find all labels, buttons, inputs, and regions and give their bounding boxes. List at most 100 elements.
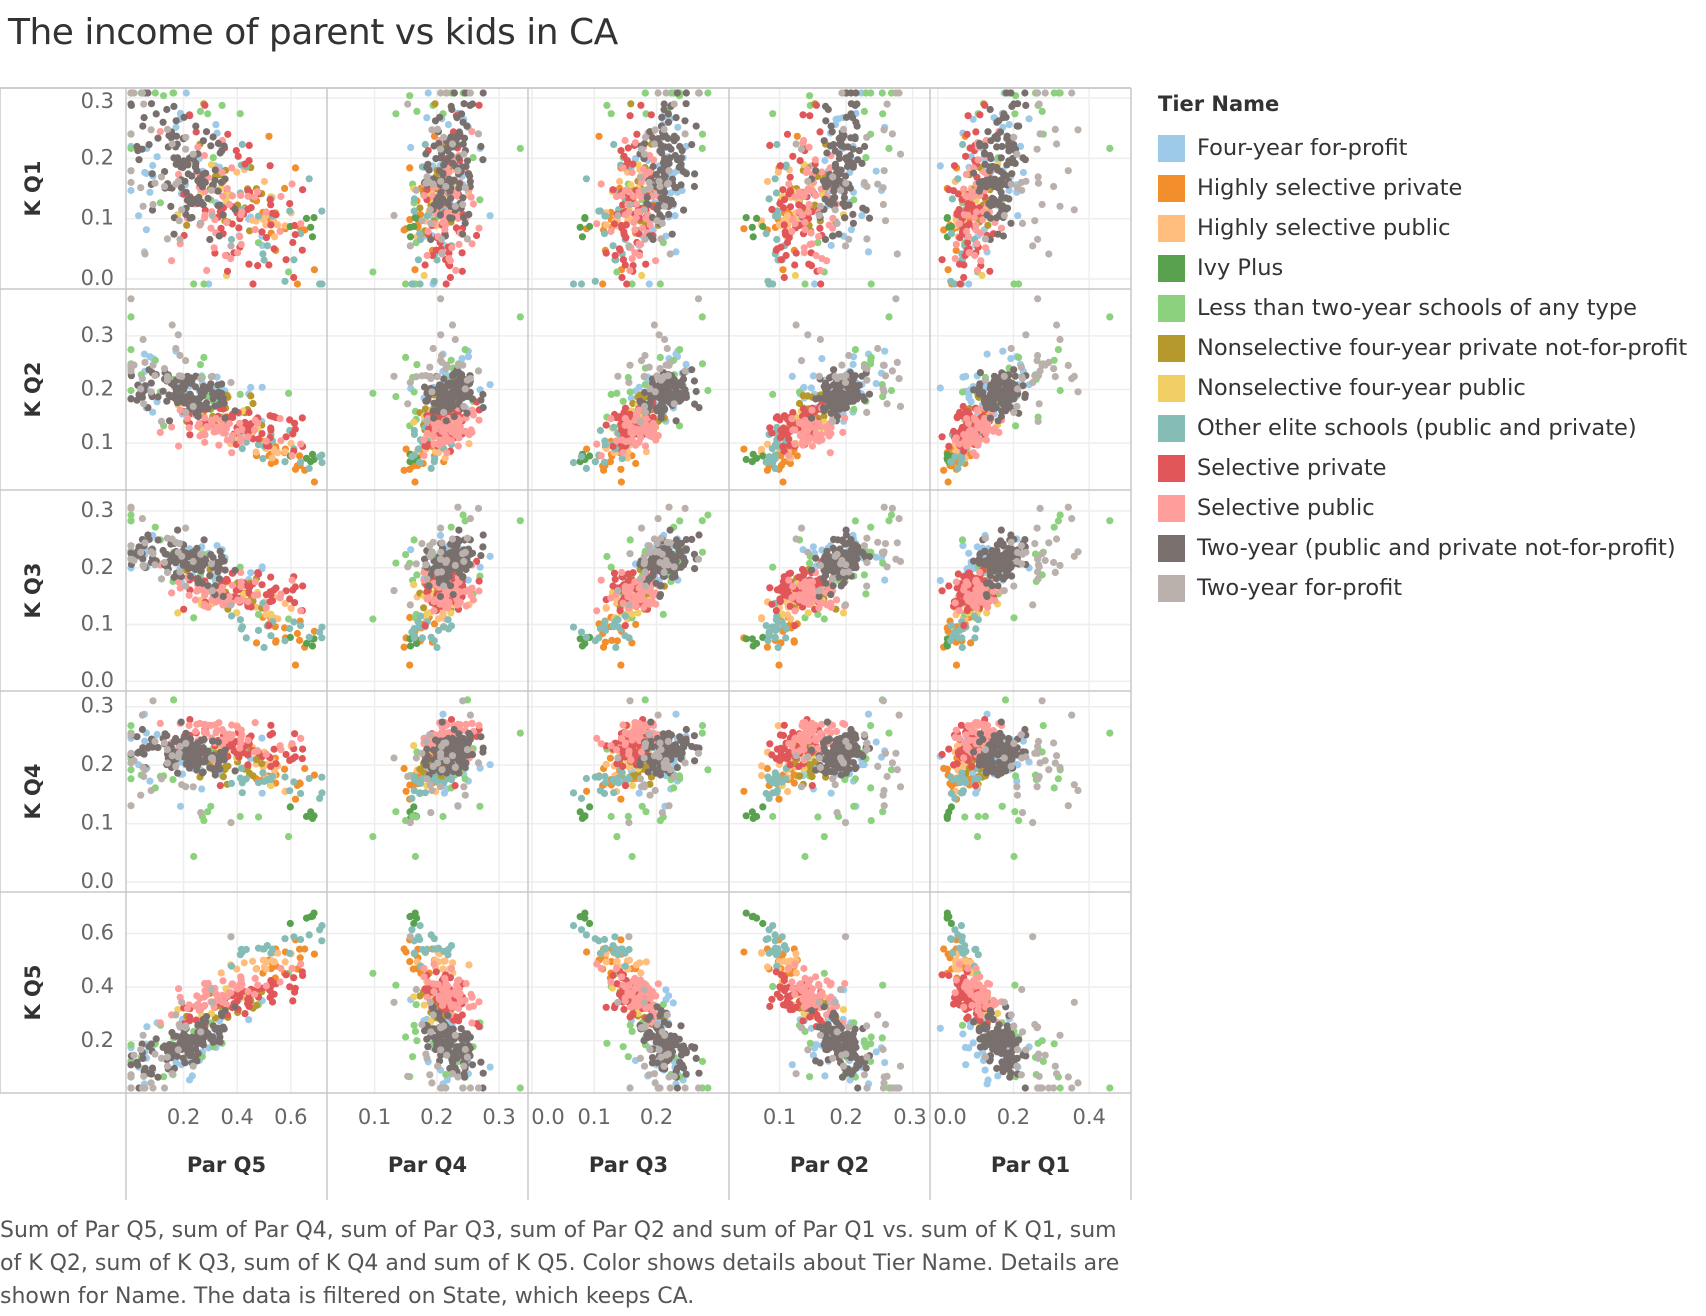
data-point[interactable]: [310, 266, 318, 274]
data-point[interactable]: [880, 167, 888, 175]
data-point[interactable]: [815, 233, 823, 241]
data-point[interactable]: [254, 419, 262, 427]
data-point[interactable]: [175, 170, 183, 178]
data-point[interactable]: [880, 361, 888, 369]
data-point[interactable]: [197, 219, 205, 227]
data-point[interactable]: [444, 625, 453, 633]
data-point[interactable]: [420, 191, 428, 200]
data-point[interactable]: [681, 130, 689, 138]
data-point[interactable]: [956, 408, 964, 417]
data-point[interactable]: [460, 150, 468, 158]
data-point[interactable]: [626, 266, 634, 274]
data-point[interactable]: [390, 372, 398, 380]
data-point[interactable]: [291, 419, 299, 427]
data-point[interactable]: [237, 436, 245, 444]
data-point[interactable]: [139, 122, 147, 130]
data-point[interactable]: [249, 216, 257, 224]
data-point[interactable]: [434, 373, 442, 381]
data-point[interactable]: [782, 161, 790, 169]
data-point[interactable]: [972, 452, 980, 460]
data-point[interactable]: [645, 280, 653, 288]
data-point[interactable]: [454, 601, 462, 609]
data-point[interactable]: [219, 211, 227, 219]
data-point[interactable]: [221, 251, 229, 260]
data-point[interactable]: [806, 92, 814, 100]
data-point[interactable]: [460, 402, 468, 410]
data-point[interactable]: [176, 235, 184, 243]
data-point[interactable]: [236, 233, 244, 241]
data-point[interactable]: [202, 169, 210, 177]
data-point[interactable]: [694, 89, 703, 97]
data-point[interactable]: [663, 344, 671, 353]
data-point[interactable]: [817, 280, 825, 288]
data-point[interactable]: [660, 105, 668, 114]
data-point[interactable]: [963, 130, 971, 138]
data-point[interactable]: [138, 375, 146, 383]
data-point[interactable]: [581, 214, 589, 222]
data-point[interactable]: [289, 586, 297, 594]
data-point[interactable]: [267, 426, 275, 434]
data-point[interactable]: [881, 347, 889, 355]
data-point[interactable]: [149, 361, 157, 369]
data-point[interactable]: [600, 230, 609, 238]
data-point[interactable]: [160, 92, 168, 100]
data-point[interactable]: [847, 226, 856, 234]
data-point[interactable]: [774, 168, 782, 176]
data-point[interactable]: [464, 393, 473, 401]
data-point[interactable]: [425, 166, 433, 174]
data-point[interactable]: [316, 453, 324, 461]
data-point[interactable]: [679, 375, 688, 383]
data-point[interactable]: [218, 421, 226, 429]
data-point[interactable]: [430, 414, 438, 422]
data-point[interactable]: [772, 414, 780, 422]
data-point[interactable]: [986, 267, 994, 275]
data-point[interactable]: [254, 570, 263, 578]
data-point[interactable]: [983, 211, 991, 219]
data-point[interactable]: [1034, 179, 1043, 187]
data-point[interactable]: [449, 371, 457, 379]
data-point[interactable]: [842, 404, 851, 412]
data-point[interactable]: [207, 142, 215, 150]
data-point[interactable]: [479, 404, 487, 412]
data-point[interactable]: [448, 321, 457, 329]
data-point[interactable]: [468, 100, 477, 108]
data-point[interactable]: [218, 168, 226, 177]
data-point[interactable]: [593, 440, 601, 448]
data-point[interactable]: [267, 573, 275, 581]
data-point[interactable]: [246, 227, 254, 235]
data-point[interactable]: [593, 220, 601, 228]
data-point[interactable]: [979, 216, 987, 224]
data-point[interactable]: [410, 418, 418, 426]
data-point[interactable]: [1054, 346, 1062, 354]
data-point[interactable]: [582, 175, 591, 183]
data-point[interactable]: [844, 143, 852, 151]
data-point[interactable]: [425, 582, 433, 590]
data-point[interactable]: [163, 105, 171, 114]
data-point[interactable]: [674, 123, 682, 131]
data-point[interactable]: [318, 207, 326, 215]
data-point[interactable]: [771, 464, 779, 472]
data-point[interactable]: [986, 163, 994, 171]
data-point[interactable]: [165, 391, 173, 399]
data-point[interactable]: [802, 188, 810, 196]
data-point[interactable]: [450, 89, 458, 97]
data-point[interactable]: [462, 602, 470, 610]
data-point[interactable]: [428, 251, 436, 260]
data-point[interactable]: [831, 193, 839, 202]
data-point[interactable]: [416, 459, 424, 467]
data-point[interactable]: [516, 144, 524, 152]
data-point[interactable]: [265, 261, 273, 269]
data-point[interactable]: [174, 154, 182, 162]
data-point[interactable]: [668, 230, 676, 238]
data-point[interactable]: [771, 455, 779, 463]
data-point[interactable]: [793, 132, 801, 140]
data-point[interactable]: [682, 100, 690, 108]
data-point[interactable]: [467, 193, 475, 201]
data-point[interactable]: [305, 175, 313, 183]
data-point[interactable]: [423, 442, 431, 450]
data-point[interactable]: [635, 240, 643, 248]
data-point[interactable]: [970, 169, 978, 177]
data-point[interactable]: [993, 131, 1001, 139]
data-point[interactable]: [234, 427, 242, 436]
data-point[interactable]: [661, 154, 669, 163]
